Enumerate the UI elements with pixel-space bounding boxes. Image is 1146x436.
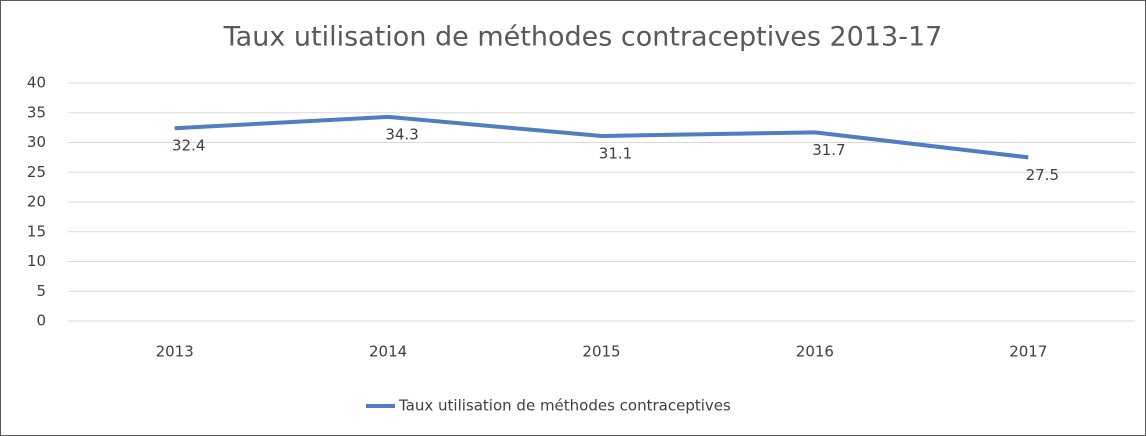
y-tick-label: 25 bbox=[27, 163, 46, 181]
x-tick-label: 2013 bbox=[156, 343, 194, 361]
y-tick-label: 40 bbox=[27, 74, 46, 92]
x-tick-label: 2015 bbox=[582, 343, 620, 361]
x-tick-label: 2017 bbox=[1009, 343, 1047, 361]
data-line bbox=[174, 114, 1029, 160]
y-tick-label: 15 bbox=[27, 222, 46, 240]
y-tick-label: 5 bbox=[36, 282, 46, 300]
y-tick-label: 35 bbox=[27, 103, 46, 121]
y-tick-label: 10 bbox=[27, 252, 46, 270]
data-label: 34.3 bbox=[385, 125, 418, 143]
data-label: 27.5 bbox=[1026, 166, 1059, 184]
data-label: 31.1 bbox=[599, 144, 632, 162]
chart-title: Taux utilisation de méthodes contracepti… bbox=[223, 22, 943, 53]
x-tick-label: 2014 bbox=[369, 343, 407, 361]
y-tick-label: 30 bbox=[27, 133, 46, 151]
x-tick-label: 2016 bbox=[796, 343, 834, 361]
y-tick-label: 0 bbox=[36, 312, 46, 330]
data-label: 31.7 bbox=[812, 141, 845, 159]
legend-label: Taux utilisation de méthodes contracepti… bbox=[398, 397, 731, 415]
data-label: 32.4 bbox=[172, 137, 205, 155]
y-tick-label: 20 bbox=[27, 193, 46, 211]
